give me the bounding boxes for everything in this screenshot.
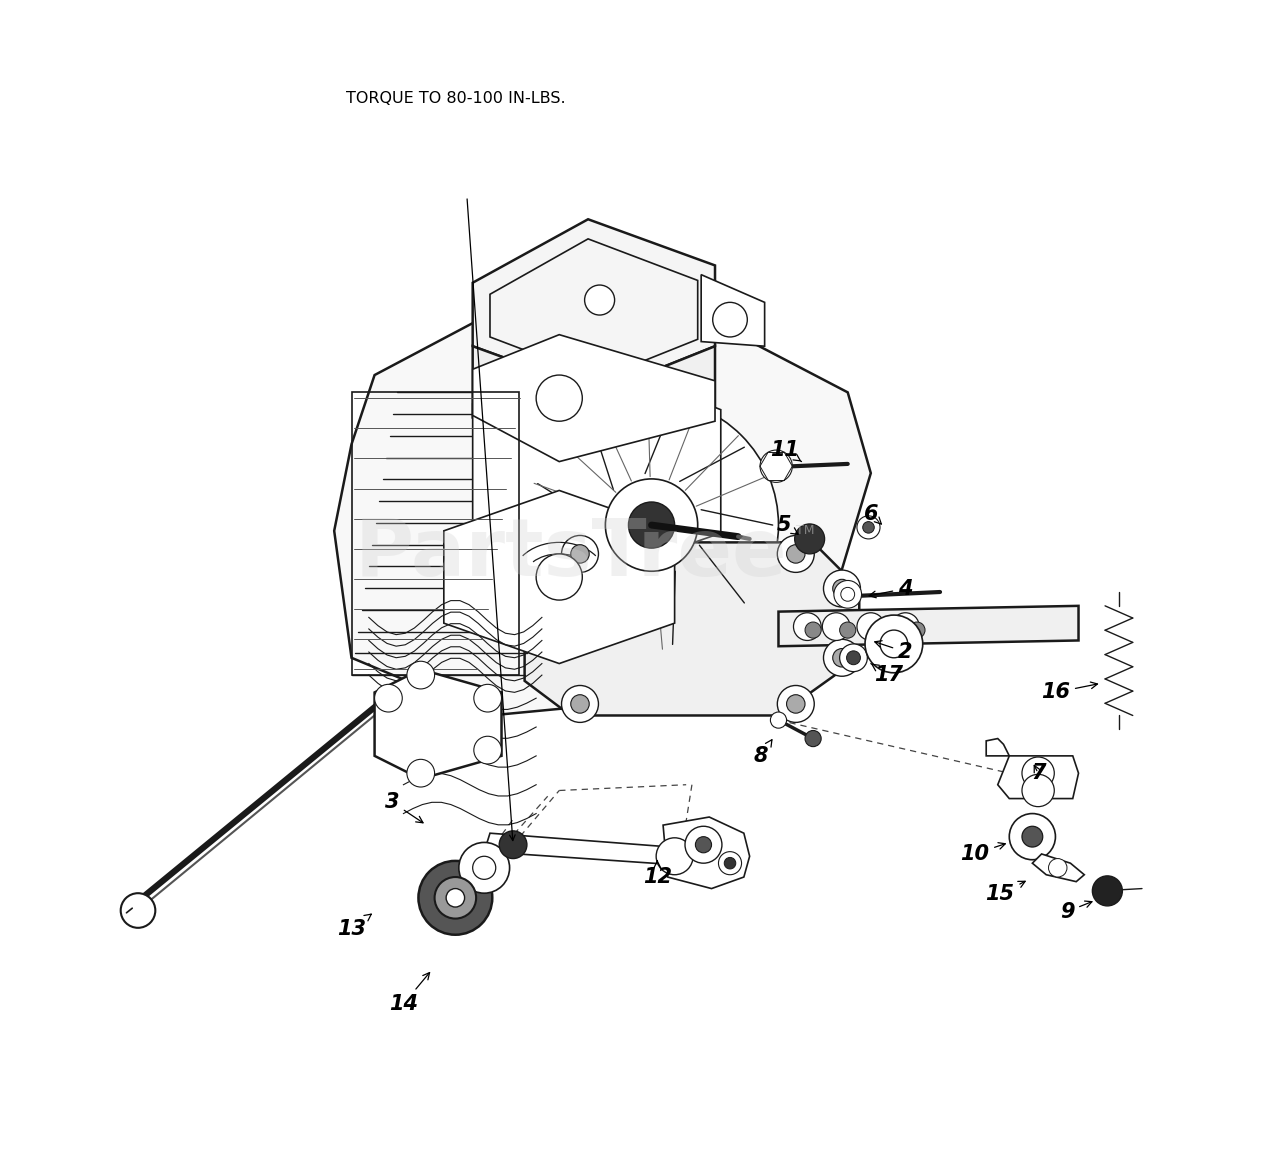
Polygon shape <box>375 669 502 779</box>
Polygon shape <box>334 323 870 715</box>
Circle shape <box>474 736 502 764</box>
Circle shape <box>805 622 822 638</box>
Text: 16: 16 <box>1041 682 1097 703</box>
Text: 12: 12 <box>643 861 672 887</box>
Circle shape <box>1021 826 1043 847</box>
Text: 9: 9 <box>1060 901 1092 922</box>
Circle shape <box>407 759 435 787</box>
Circle shape <box>777 535 814 572</box>
Text: 4: 4 <box>869 578 913 599</box>
Polygon shape <box>663 817 750 889</box>
Circle shape <box>833 579 851 598</box>
Text: 8: 8 <box>754 740 772 766</box>
Text: 14: 14 <box>389 973 430 1014</box>
Circle shape <box>909 622 925 638</box>
Circle shape <box>863 522 874 533</box>
Circle shape <box>571 545 589 563</box>
Circle shape <box>786 545 805 563</box>
Circle shape <box>874 622 891 638</box>
Circle shape <box>685 826 722 863</box>
Polygon shape <box>778 606 1079 646</box>
Circle shape <box>846 651 860 665</box>
Circle shape <box>892 613 919 640</box>
Text: 6: 6 <box>864 503 882 524</box>
Circle shape <box>571 695 589 713</box>
Polygon shape <box>444 490 675 664</box>
Circle shape <box>833 580 861 608</box>
Text: TM: TM <box>796 524 814 537</box>
Circle shape <box>881 630 908 658</box>
Polygon shape <box>525 542 859 715</box>
Circle shape <box>822 613 850 640</box>
Circle shape <box>562 685 599 722</box>
Circle shape <box>695 837 712 853</box>
Circle shape <box>823 639 860 676</box>
Circle shape <box>562 535 599 572</box>
Circle shape <box>447 889 465 907</box>
Polygon shape <box>472 219 716 392</box>
Circle shape <box>771 712 786 728</box>
Circle shape <box>794 613 822 640</box>
Polygon shape <box>997 756 1079 799</box>
Text: 13: 13 <box>337 914 371 939</box>
Circle shape <box>657 838 692 875</box>
Circle shape <box>713 302 748 337</box>
Circle shape <box>1021 774 1055 807</box>
Circle shape <box>536 375 582 421</box>
Polygon shape <box>1033 854 1084 882</box>
Circle shape <box>841 587 855 601</box>
Text: 17: 17 <box>870 664 902 685</box>
Polygon shape <box>484 833 692 866</box>
Circle shape <box>628 502 675 548</box>
Circle shape <box>458 842 509 893</box>
Circle shape <box>760 450 792 482</box>
Text: 7: 7 <box>1030 763 1046 784</box>
Circle shape <box>419 861 493 935</box>
Circle shape <box>856 516 881 539</box>
Polygon shape <box>472 360 721 577</box>
Circle shape <box>1092 876 1123 906</box>
Circle shape <box>1048 859 1068 877</box>
Circle shape <box>499 831 527 859</box>
Circle shape <box>407 661 435 689</box>
Circle shape <box>474 684 502 712</box>
Circle shape <box>777 685 814 722</box>
Circle shape <box>1009 814 1056 860</box>
Polygon shape <box>472 346 716 464</box>
Polygon shape <box>701 275 764 346</box>
Circle shape <box>840 644 868 672</box>
Text: 15: 15 <box>986 882 1025 905</box>
Polygon shape <box>472 335 716 462</box>
Text: 2: 2 <box>874 640 913 662</box>
Circle shape <box>865 615 923 673</box>
Circle shape <box>585 285 614 315</box>
Text: 3: 3 <box>384 792 422 823</box>
Text: 11: 11 <box>769 440 801 462</box>
Circle shape <box>120 893 155 928</box>
Text: 5: 5 <box>777 515 799 535</box>
Circle shape <box>718 852 741 875</box>
Polygon shape <box>490 239 698 379</box>
Circle shape <box>536 554 582 600</box>
Polygon shape <box>986 739 1009 756</box>
Text: 10: 10 <box>960 842 1005 864</box>
Circle shape <box>805 730 822 747</box>
Circle shape <box>840 622 856 638</box>
Circle shape <box>724 857 736 869</box>
Circle shape <box>786 695 805 713</box>
Circle shape <box>375 684 402 712</box>
Circle shape <box>833 649 851 667</box>
Text: TORQUE TO 80-100 IN-LBS.: TORQUE TO 80-100 IN-LBS. <box>346 91 566 105</box>
Circle shape <box>795 524 824 554</box>
Circle shape <box>525 398 778 652</box>
Circle shape <box>605 479 698 571</box>
Text: PartsTree: PartsTree <box>355 515 787 593</box>
Circle shape <box>823 570 860 607</box>
Circle shape <box>1021 757 1055 789</box>
Circle shape <box>472 856 495 879</box>
Circle shape <box>856 613 884 640</box>
Circle shape <box>435 877 476 919</box>
